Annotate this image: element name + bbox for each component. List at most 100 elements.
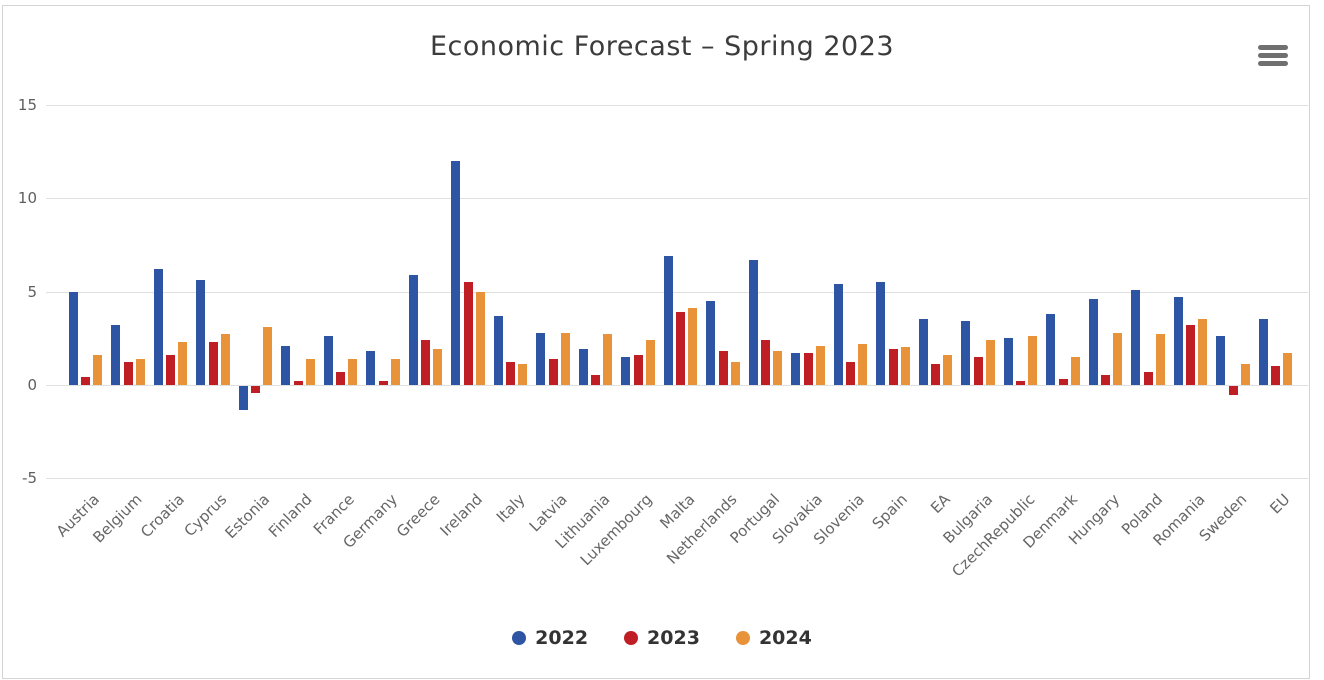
bar[interactable] — [1003, 338, 1013, 385]
bar[interactable] — [791, 353, 801, 385]
bar[interactable] — [918, 319, 928, 385]
bar[interactable] — [166, 354, 175, 385]
bar[interactable] — [506, 362, 515, 385]
bar[interactable] — [645, 339, 655, 385]
legend-item[interactable]: 2023 — [624, 627, 700, 649]
bar[interactable] — [931, 364, 940, 385]
bar[interactable] — [408, 274, 418, 385]
bar[interactable] — [1186, 325, 1195, 385]
bar[interactable] — [196, 280, 206, 385]
bar[interactable] — [846, 362, 855, 385]
bar[interactable] — [1101, 375, 1110, 385]
bar[interactable] — [1240, 364, 1250, 385]
bar[interactable] — [858, 343, 868, 385]
bar[interactable] — [1028, 336, 1038, 385]
bar[interactable] — [730, 362, 740, 385]
bar[interactable] — [1155, 334, 1165, 385]
bar[interactable] — [985, 339, 995, 385]
bar[interactable] — [773, 351, 783, 385]
bar[interactable] — [973, 356, 983, 385]
bar[interactable] — [900, 347, 910, 385]
bar[interactable] — [220, 334, 230, 385]
bar[interactable] — [548, 358, 558, 385]
bar[interactable] — [706, 300, 716, 385]
bar[interactable] — [1131, 289, 1141, 385]
bar[interactable] — [1283, 353, 1293, 385]
bar[interactable] — [1058, 379, 1068, 385]
bar[interactable] — [493, 315, 503, 385]
bar[interactable] — [208, 341, 218, 385]
bar[interactable] — [1143, 371, 1153, 385]
export-menu-button[interactable] — [1258, 42, 1292, 68]
bar[interactable] — [536, 332, 546, 385]
bar[interactable] — [888, 349, 898, 385]
bar[interactable] — [876, 282, 886, 385]
bar[interactable] — [578, 349, 588, 385]
bar[interactable] — [688, 308, 698, 385]
bar[interactable] — [178, 341, 188, 385]
bar[interactable] — [560, 332, 570, 385]
bar[interactable] — [433, 349, 443, 385]
bar[interactable] — [135, 358, 145, 385]
bar[interactable] — [1173, 297, 1183, 385]
bar[interactable] — [803, 353, 813, 385]
legend: 2022 2023 2024 — [0, 627, 1324, 649]
bar[interactable] — [451, 160, 461, 385]
bar[interactable] — [1088, 298, 1098, 385]
bar[interactable] — [1198, 319, 1208, 385]
bar[interactable] — [833, 284, 843, 385]
bar[interactable] — [68, 291, 78, 385]
bar[interactable] — [390, 358, 400, 385]
bar[interactable] — [1216, 336, 1226, 385]
legend-label: 2023 — [647, 627, 700, 649]
bar[interactable] — [748, 259, 758, 385]
bar[interactable] — [281, 345, 291, 385]
bar[interactable] — [1271, 366, 1280, 385]
bar[interactable] — [943, 354, 953, 385]
bar[interactable] — [1016, 381, 1025, 385]
bar[interactable] — [761, 339, 770, 385]
bar[interactable] — [123, 362, 133, 385]
bar[interactable] — [463, 282, 473, 385]
bar[interactable] — [475, 291, 485, 385]
hamburger-bar — [1258, 44, 1288, 50]
bar[interactable] — [366, 351, 376, 385]
bar[interactable] — [378, 381, 388, 385]
bar[interactable] — [1228, 385, 1238, 396]
bar[interactable] — [1070, 356, 1080, 385]
gridline — [46, 478, 1308, 479]
bar[interactable] — [81, 377, 90, 385]
bar[interactable] — [961, 321, 971, 385]
bar[interactable] — [111, 325, 121, 385]
bar[interactable] — [663, 256, 673, 385]
bar[interactable] — [251, 385, 260, 394]
bar[interactable] — [305, 358, 315, 385]
bar[interactable] — [93, 354, 103, 385]
bar[interactable] — [1258, 319, 1268, 385]
bar[interactable] — [633, 354, 643, 385]
bar[interactable] — [348, 358, 358, 385]
bar[interactable] — [323, 336, 333, 385]
bar[interactable] — [676, 312, 685, 385]
bar[interactable] — [603, 334, 613, 385]
x-axis-label: Spain — [868, 490, 911, 533]
y-axis-label: 15 — [17, 96, 37, 114]
x-axis-label: Greece — [392, 490, 444, 541]
bar[interactable] — [421, 339, 430, 385]
bar[interactable] — [815, 345, 825, 385]
bar[interactable] — [336, 371, 345, 385]
bar[interactable] — [293, 381, 303, 385]
bar[interactable] — [263, 326, 273, 385]
bar[interactable] — [1113, 332, 1123, 385]
x-axis-label: Croatia — [137, 490, 189, 542]
bar[interactable] — [1046, 313, 1056, 385]
bar[interactable] — [238, 385, 248, 410]
bar[interactable] — [153, 269, 163, 385]
bar[interactable] — [518, 364, 528, 385]
legend-item[interactable]: 2024 — [735, 627, 812, 649]
legend-item[interactable]: 2022 — [512, 627, 588, 649]
bar[interactable] — [718, 351, 728, 385]
bar[interactable] — [621, 356, 631, 385]
hamburger-bar — [1258, 60, 1288, 66]
bar[interactable] — [591, 375, 600, 385]
